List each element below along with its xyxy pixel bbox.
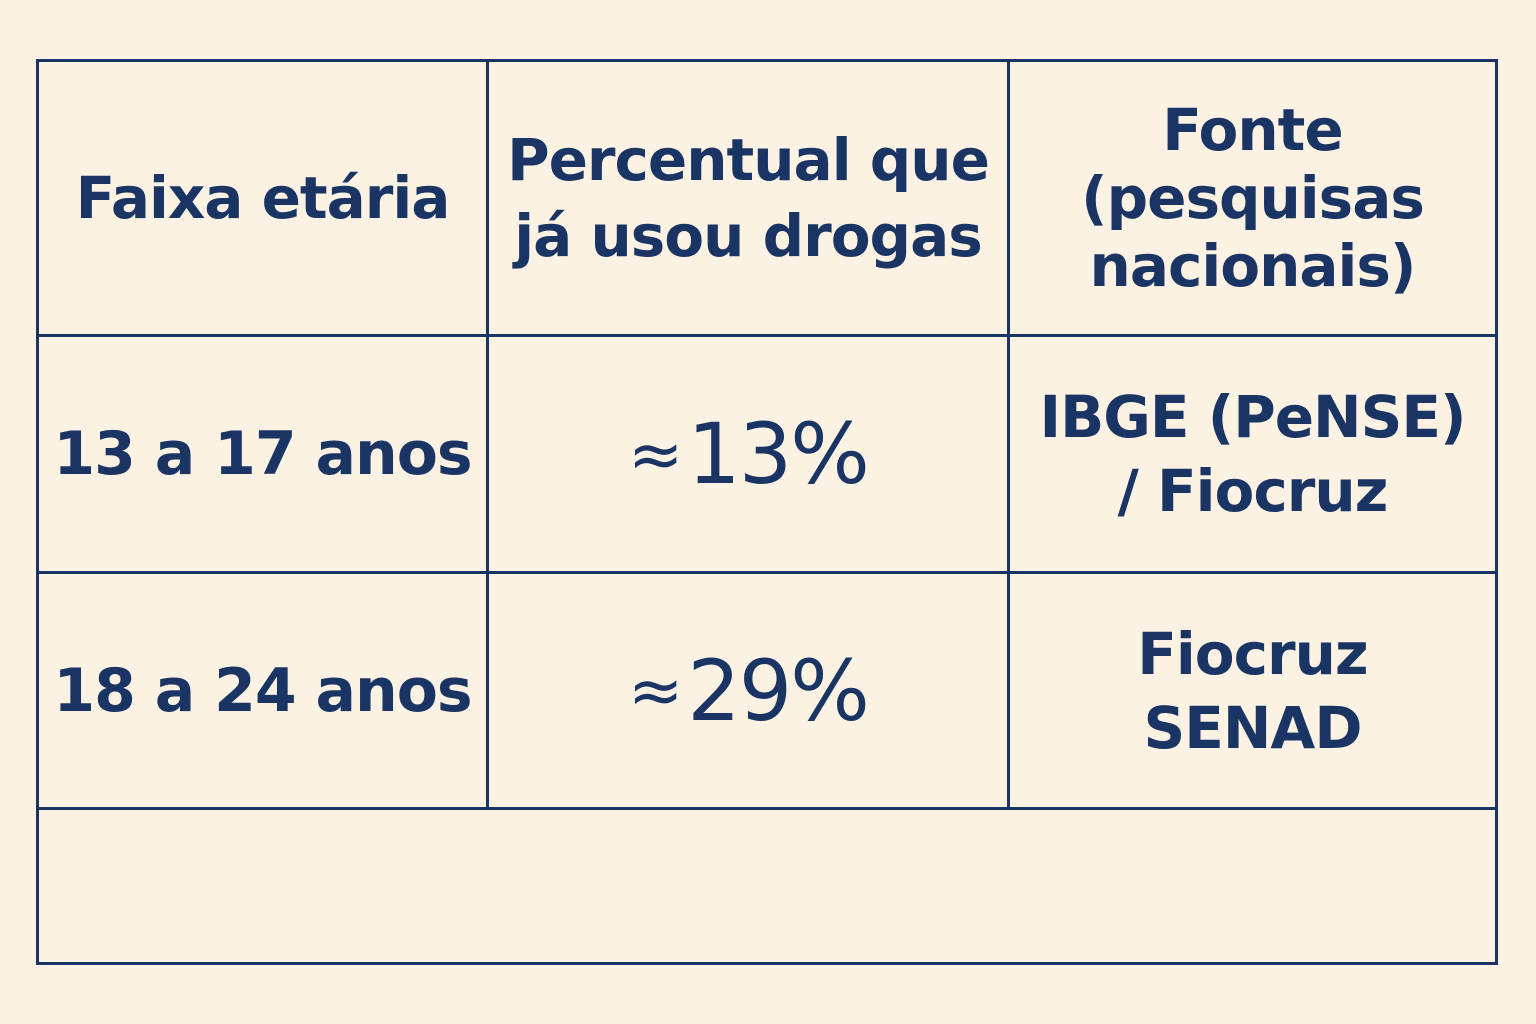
approx-symbol: ≈: [627, 415, 683, 493]
table-row-2-age-group: 18 a 24 anos: [39, 574, 486, 807]
row-2-percent-value: 29%: [687, 641, 870, 740]
row-divider-2: [36, 571, 1498, 574]
table-empty-footer-row: [39, 810, 1495, 962]
table-row-2-percent: ≈ 29%: [489, 574, 1007, 807]
column-divider-2: [1007, 59, 1010, 809]
table-row-1-age-group: 13 a 17 anos: [39, 337, 486, 571]
header-source-line1: Fonte: [1162, 96, 1343, 164]
row-1-percent-value: 13%: [687, 405, 870, 503]
header-source: Fonte (pesquisas nacionais): [1010, 62, 1495, 334]
table-row-1-percent: ≈ 13%: [489, 337, 1007, 571]
data-table: [36, 59, 1498, 965]
header-source-line2: (pesquisas: [1081, 164, 1425, 232]
row-1-source-line2: / Fiocruz: [1117, 457, 1389, 525]
column-divider-1: [486, 59, 489, 809]
row-1-age-label: 13 a 17 anos: [53, 419, 472, 489]
approx-symbol: ≈: [627, 652, 683, 729]
row-2-age-label: 18 a 24 anos: [53, 655, 472, 726]
header-percent-line2: já usou drogas: [514, 202, 983, 270]
header-source-line3: nacionais): [1089, 232, 1417, 300]
table-row-2-source: Fiocruz SENAD: [1010, 574, 1495, 807]
row-2-source-line2: SENAD: [1143, 693, 1363, 762]
header-age-group: Faixa etária: [39, 62, 486, 334]
table-row-1-source: IBGE (PeNSE) / Fiocruz: [1010, 337, 1495, 571]
row-divider-3: [36, 807, 1498, 810]
header-percent: Percentual que já usou drogas: [489, 62, 1007, 334]
row-2-source-line1: Fiocruz: [1137, 619, 1368, 688]
header-age-group-label: Faixa etária: [75, 164, 451, 232]
row-divider-1: [36, 334, 1498, 337]
row-1-source-line1: IBGE (PeNSE): [1039, 383, 1466, 451]
header-percent-line1: Percentual que: [507, 126, 990, 194]
